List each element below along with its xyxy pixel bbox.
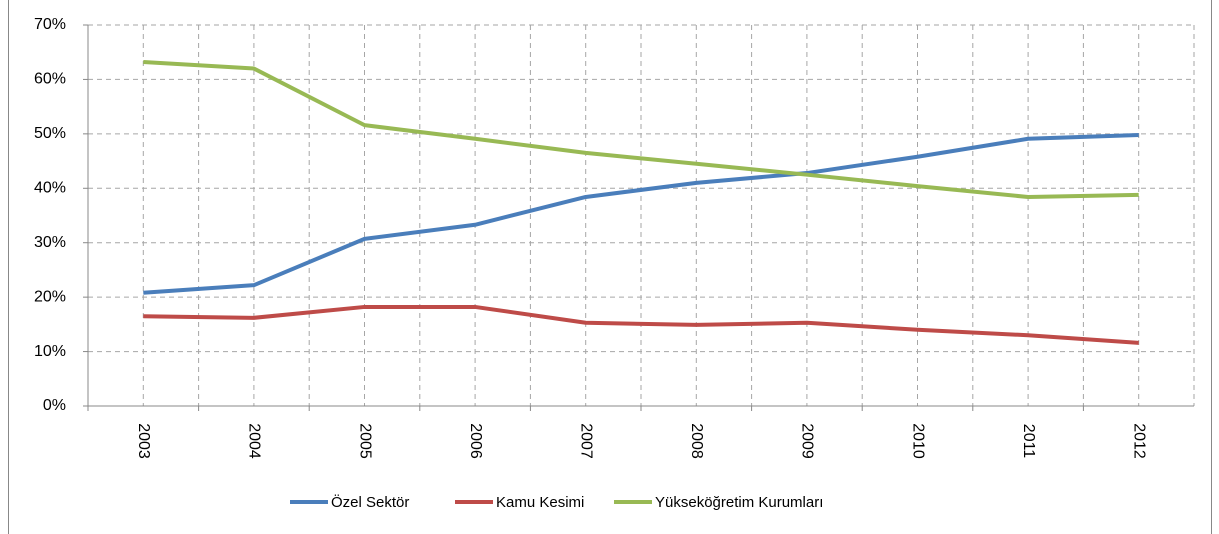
x-tick-label: 2006 (467, 423, 484, 459)
y-tick-label: 50% (34, 125, 66, 142)
y-tick-label: 60% (34, 71, 66, 88)
x-tick-label: 2012 (1130, 423, 1147, 459)
y-tick-label: 0% (43, 397, 66, 414)
x-tick-label: 2010 (909, 423, 926, 459)
chart-border (8, 0, 1212, 534)
series-line (143, 132, 1139, 295)
legend-label: Özel Sektör (331, 493, 409, 511)
series-line (143, 60, 1139, 199)
series-line (143, 304, 1139, 345)
legend-label: Kamu Kesimi (496, 494, 584, 511)
x-tick-label: 2011 (1020, 424, 1037, 459)
x-tick-label: 2005 (356, 423, 373, 459)
y-tick-label: 40% (34, 180, 66, 197)
y-tick-label: 20% (34, 288, 66, 305)
y-tick-label: 70% (34, 16, 66, 33)
x-tick-label: 2003 (135, 423, 152, 459)
x-tick-label: 2007 (577, 423, 594, 459)
x-tick-label: 2004 (246, 423, 263, 459)
y-tick-label: 10% (34, 343, 66, 360)
legend-label: Yükseköğretim Kurumları (655, 494, 823, 511)
x-tick-label: 2008 (688, 423, 705, 459)
x-tick-label: 2009 (799, 423, 816, 459)
y-tick-label: 30% (34, 234, 66, 251)
